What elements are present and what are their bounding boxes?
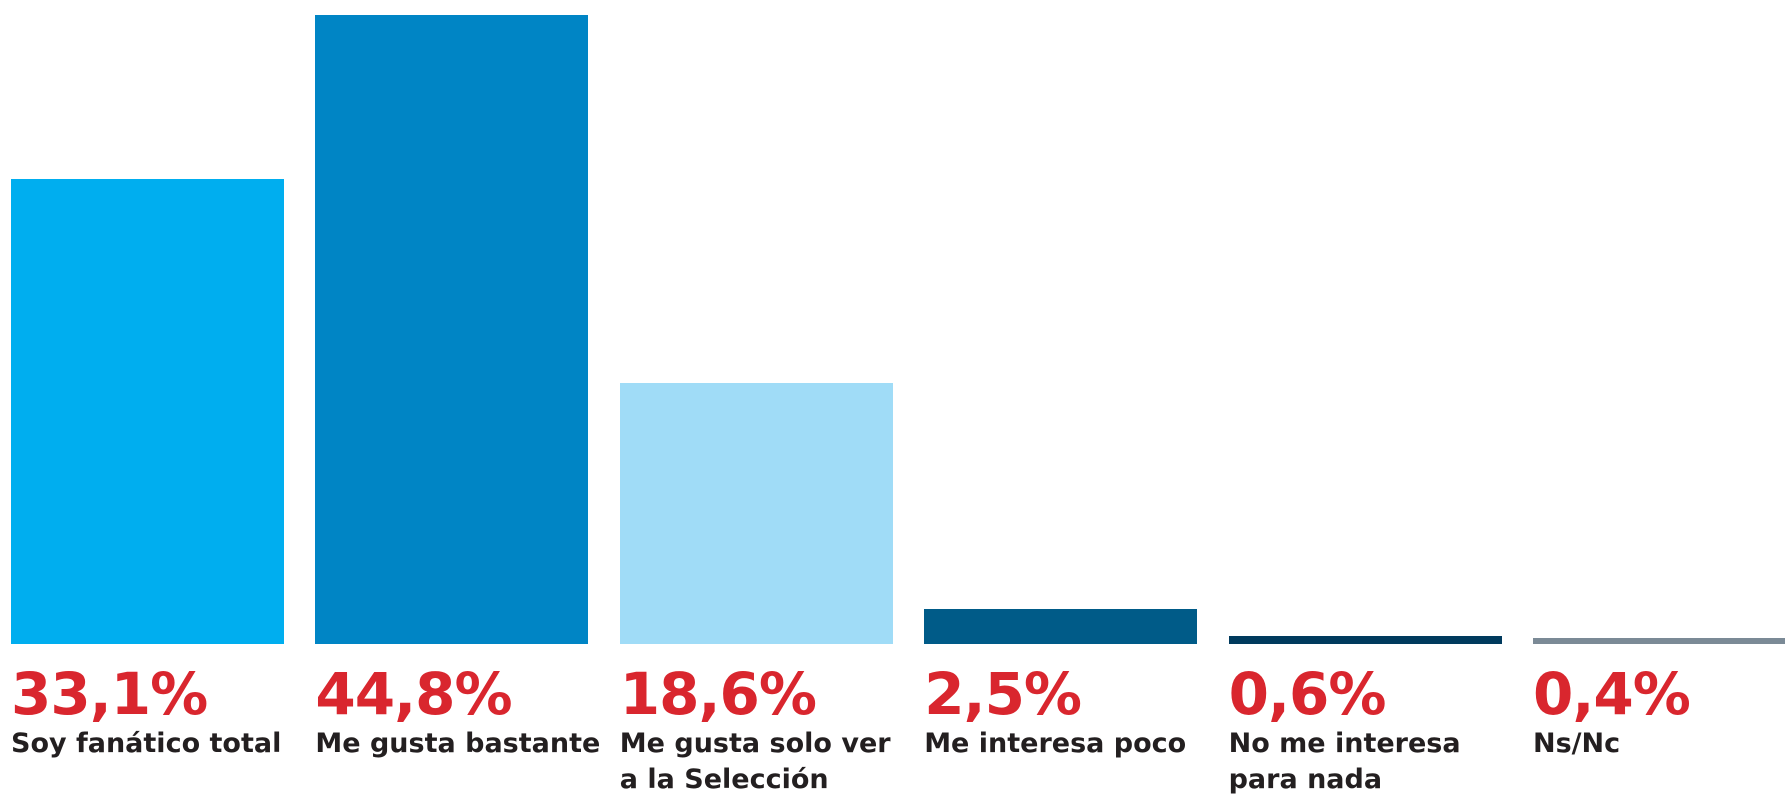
value-label: 0,6% bbox=[1228, 660, 1387, 728]
value-label: 44,8% bbox=[315, 660, 512, 728]
bar bbox=[315, 14, 589, 644]
bar bbox=[619, 382, 893, 644]
category-label: Ns/Nc bbox=[1533, 728, 1621, 759]
category-label: No me interesa para nada bbox=[1228, 728, 1461, 795]
value-label: 0,4% bbox=[1533, 660, 1691, 728]
bar bbox=[11, 179, 284, 644]
category-label: Me gusta bastante bbox=[315, 728, 601, 759]
category-label: Me gusta solo ver a la Selección bbox=[619, 728, 891, 795]
value-label: 33,1% bbox=[11, 660, 208, 728]
category-label: Soy fanático total bbox=[11, 728, 282, 759]
category-label: Me interesa poco bbox=[924, 728, 1187, 759]
bar bbox=[1228, 635, 1502, 644]
value-label: 18,6% bbox=[619, 660, 817, 728]
value-label: 2,5% bbox=[924, 660, 1082, 728]
bar bbox=[1533, 638, 1785, 644]
bar bbox=[924, 608, 1198, 644]
